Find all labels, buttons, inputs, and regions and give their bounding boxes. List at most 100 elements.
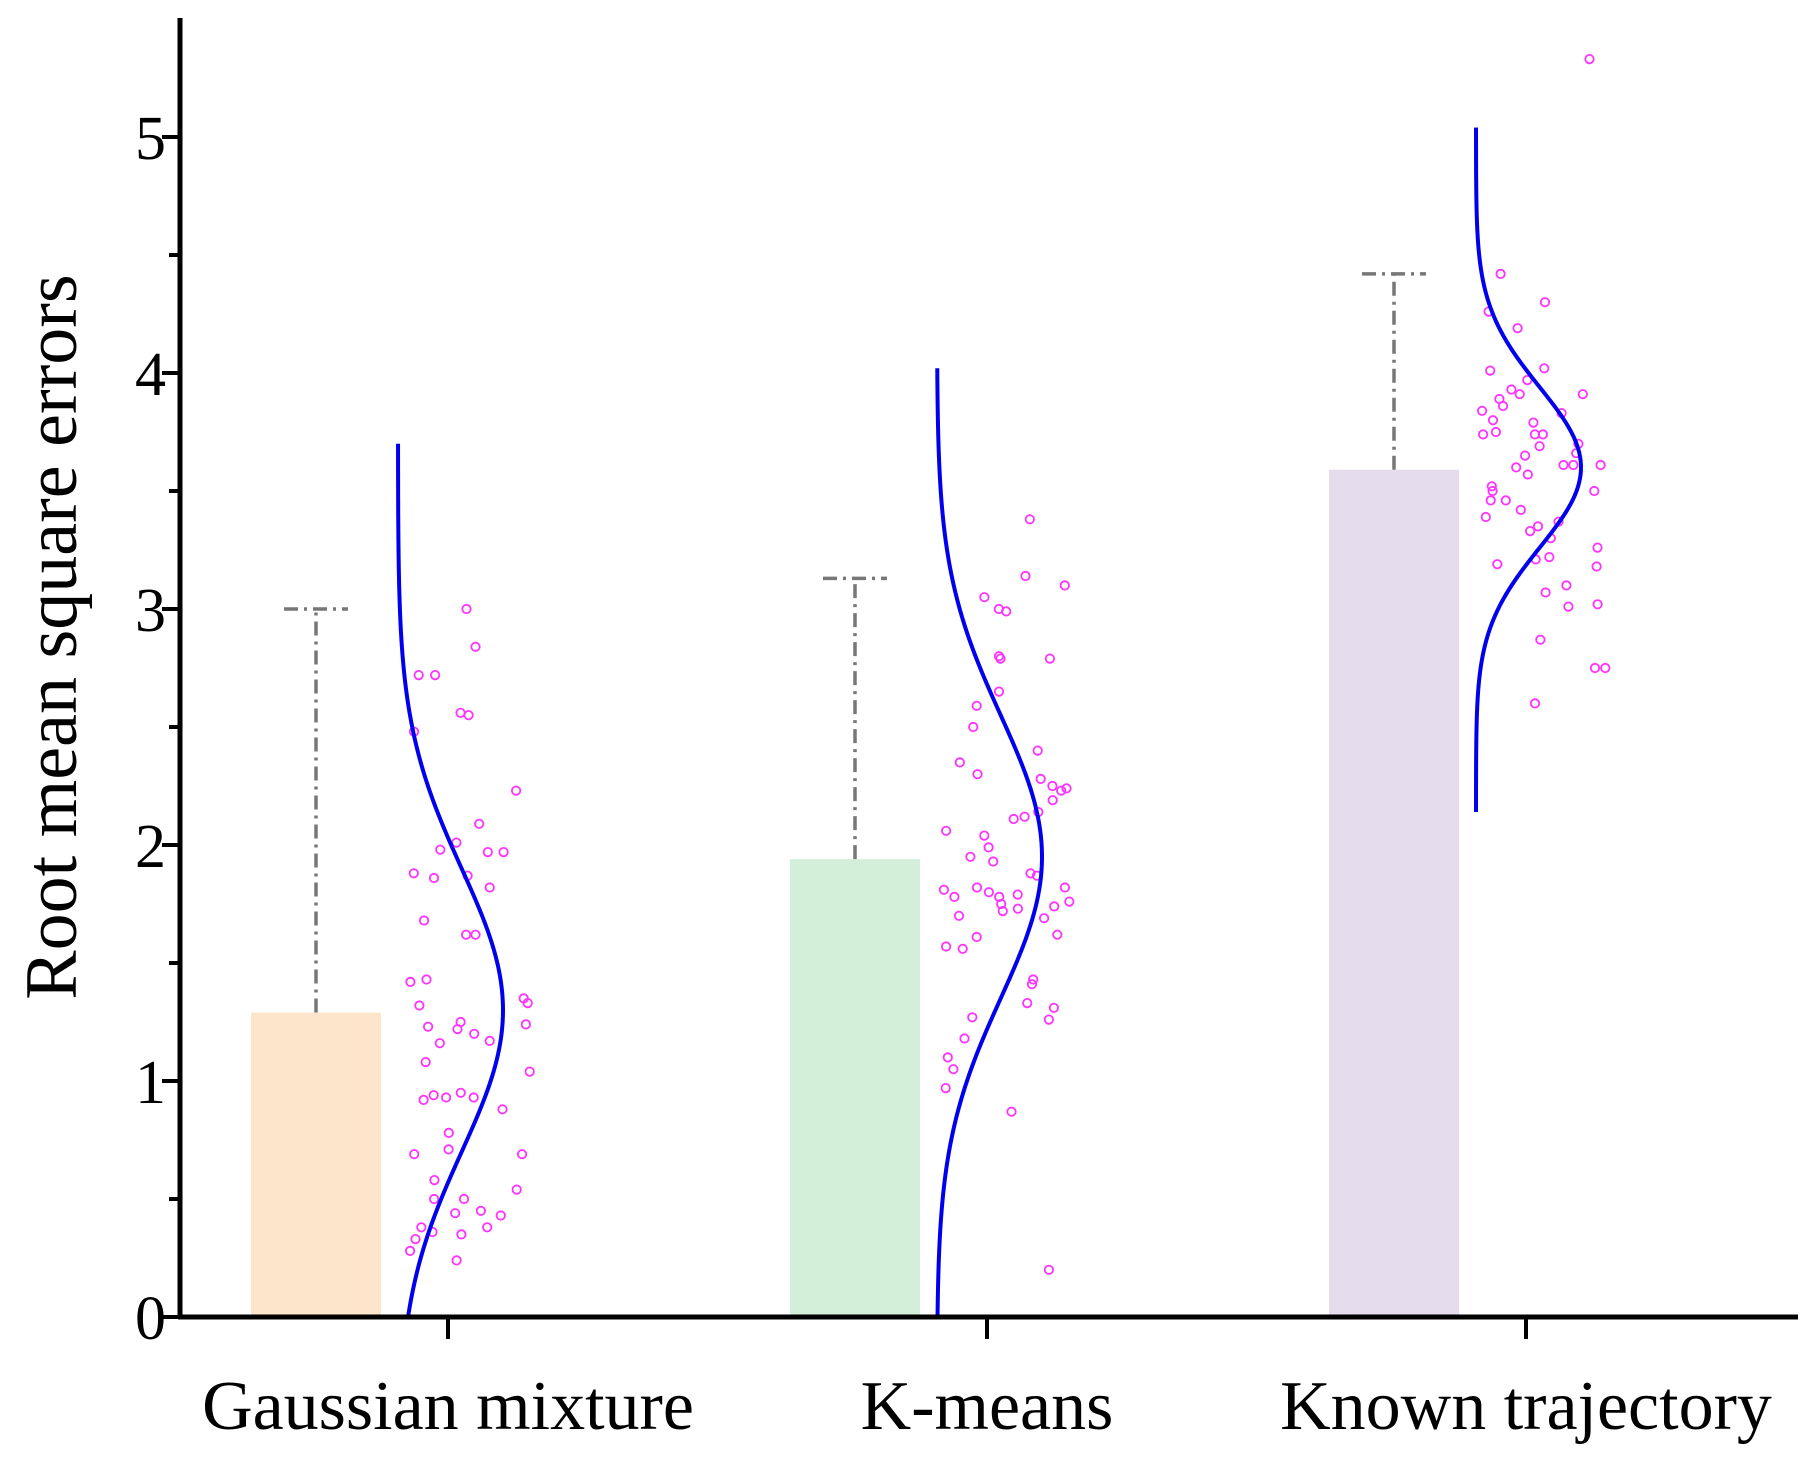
- data-point: [1595, 459, 1606, 471]
- data-point: [1056, 785, 1067, 796]
- data-point: [1539, 363, 1550, 374]
- data-point: [1561, 580, 1572, 591]
- data-point: [1539, 297, 1551, 308]
- data-point: [979, 592, 990, 603]
- data-point: [409, 1149, 420, 1160]
- data-point: [469, 1028, 480, 1039]
- density-curve: [1474, 127, 1583, 812]
- data-point: [1592, 599, 1603, 610]
- data-point: [1592, 542, 1603, 553]
- data-point: [1495, 268, 1506, 279]
- data-point: [1064, 896, 1075, 907]
- data-point: [1024, 514, 1035, 525]
- data-point: [995, 653, 1006, 664]
- data-point: [418, 915, 430, 926]
- y-tick-label: 5: [135, 105, 166, 173]
- data-point: [993, 686, 1005, 697]
- data-point: [1035, 773, 1046, 785]
- data-point: [1500, 495, 1511, 506]
- data-point: [1028, 974, 1039, 985]
- data-point: [940, 941, 952, 952]
- data-point: [420, 1057, 431, 1068]
- data-point: [1532, 521, 1544, 532]
- data-point: [456, 1229, 467, 1240]
- data-point: [1485, 495, 1496, 506]
- data-point: [1528, 417, 1539, 428]
- data-point: [1012, 889, 1023, 900]
- data-point: [429, 669, 441, 681]
- data-point: [1044, 653, 1056, 664]
- data-point: [1059, 580, 1070, 591]
- data-point: [1043, 1014, 1055, 1025]
- data-point: [1568, 459, 1579, 471]
- data-point: [408, 868, 419, 879]
- data-point: [405, 976, 416, 988]
- data-point: [1485, 365, 1496, 376]
- error-bars-layer: [284, 272, 1426, 1013]
- y-tick-label: 3: [135, 577, 166, 645]
- data-point: [1047, 795, 1058, 806]
- data-point: [1480, 511, 1491, 523]
- data-point: [940, 1083, 951, 1094]
- data-point: [440, 1092, 452, 1103]
- data-point: [996, 898, 1007, 910]
- data-point: [1052, 929, 1063, 940]
- data-point: [1478, 429, 1489, 440]
- data-point: [470, 929, 481, 940]
- data-point: [1019, 811, 1030, 822]
- data-point: [983, 842, 994, 853]
- data-point: [1012, 903, 1024, 914]
- data-point: [484, 882, 495, 893]
- data-point: [1525, 525, 1536, 537]
- data-point: [470, 641, 481, 652]
- data-point: [1059, 882, 1071, 893]
- data-point: [482, 846, 493, 858]
- data-point: [434, 1038, 445, 1049]
- data-point: [942, 1052, 953, 1063]
- data-point: [1584, 53, 1595, 65]
- data-point: [435, 844, 446, 855]
- data-point: [458, 1193, 470, 1205]
- data-point: [497, 1104, 508, 1115]
- data-point: [957, 943, 968, 954]
- data-point: [1563, 601, 1574, 612]
- data-point: [516, 1149, 528, 1160]
- data-point: [965, 851, 976, 862]
- data-point: [1026, 979, 1038, 990]
- data-point: [418, 1094, 429, 1106]
- data-point: [461, 603, 472, 615]
- data-point: [1049, 901, 1060, 912]
- data-point: [997, 905, 1008, 917]
- data-point: [1048, 1002, 1060, 1013]
- data-point: [1492, 559, 1503, 570]
- bar: [251, 1012, 381, 1317]
- data-point: [1497, 400, 1509, 412]
- data-point: [520, 1019, 532, 1030]
- data-point: [468, 1092, 479, 1103]
- data-point: [1540, 587, 1551, 598]
- data-point: [495, 1210, 506, 1221]
- data-point: [1529, 429, 1541, 440]
- data-point: [404, 1245, 416, 1257]
- data-point: [1534, 441, 1545, 452]
- axes-layer: [177, 18, 1798, 1320]
- data-point: [460, 929, 472, 940]
- data-point: [474, 818, 485, 829]
- data-point: [971, 931, 982, 943]
- data-point: [422, 1021, 434, 1032]
- data-point: [938, 884, 950, 895]
- data-point: [1522, 469, 1533, 480]
- y-tick-label: 4: [135, 341, 166, 409]
- data-point: [1506, 384, 1517, 395]
- data-point: [421, 974, 432, 985]
- data-point: [429, 1175, 440, 1186]
- x-category-label: Gaussian mixture: [202, 1368, 694, 1445]
- data-point: [948, 1064, 959, 1075]
- data-point: [1512, 323, 1523, 334]
- data-point: [1522, 374, 1533, 386]
- data-point: [983, 887, 995, 898]
- data-point: [1520, 450, 1531, 461]
- data-point: [971, 882, 983, 893]
- y-axis-title: Root mean square errors: [11, 274, 93, 999]
